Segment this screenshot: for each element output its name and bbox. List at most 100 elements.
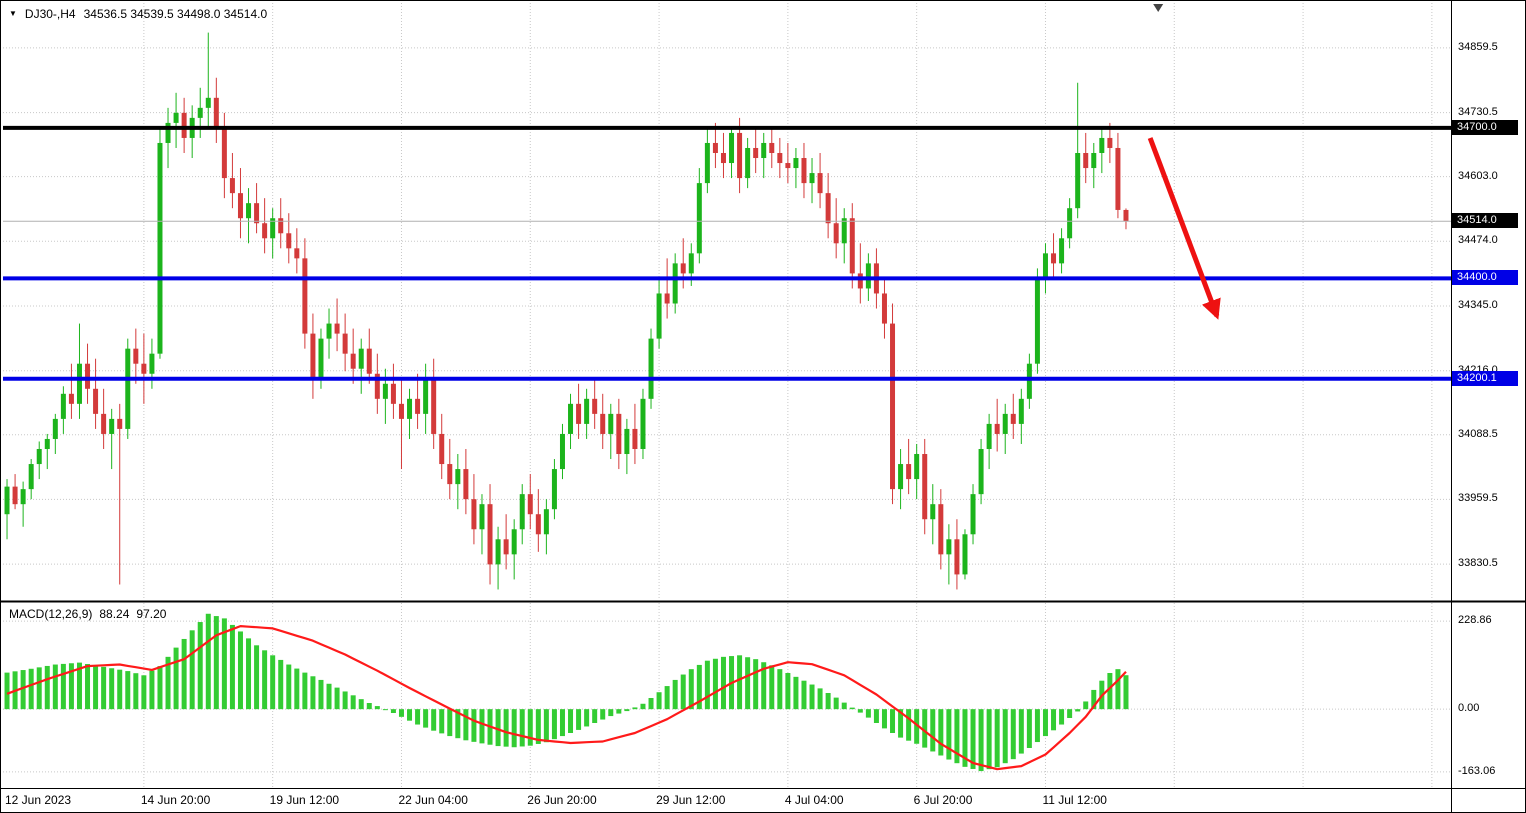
candle-body	[125, 348, 131, 429]
price-axis-label: 34730.5	[1458, 105, 1498, 118]
candle-body	[1123, 209, 1129, 222]
candle-body	[1115, 147, 1121, 210]
candle-body	[729, 132, 735, 164]
macd-histogram-bar	[1026, 709, 1032, 748]
macd-histogram-bar	[890, 709, 896, 733]
symbol-dropdown-icon[interactable]: ▼	[9, 9, 17, 18]
macd-histogram-bar	[914, 709, 920, 744]
price-axis-label: 33830.5	[1458, 557, 1498, 570]
candle-body	[390, 383, 396, 404]
candle-body	[511, 529, 517, 555]
candle-body	[165, 122, 171, 143]
macd-histogram-bar	[809, 684, 815, 710]
macd-histogram-bar	[85, 664, 91, 710]
candle-body	[76, 363, 82, 404]
macd-histogram-bar	[326, 683, 332, 710]
candle-body	[455, 469, 461, 485]
macd-histogram-bar	[68, 663, 74, 710]
macd-histogram-bar	[455, 709, 461, 739]
price-axis-label: 33959.5	[1458, 492, 1498, 505]
macd-histogram-bar	[447, 709, 453, 737]
macd-histogram-bar	[696, 664, 702, 710]
candle-body	[890, 323, 896, 490]
candle-body	[849, 218, 855, 274]
macd-histogram-bar	[704, 660, 710, 710]
candle-body	[358, 348, 364, 369]
candle-body	[584, 398, 590, 424]
macd-histogram-bar	[1034, 709, 1040, 743]
time-axis-label: 6 Jul 20:00	[913, 793, 973, 807]
macd-histogram-bar	[720, 656, 726, 710]
candle-body	[326, 323, 332, 339]
macd-histogram-bar	[511, 709, 517, 748]
macd-histogram-bar	[986, 709, 992, 770]
macd-histogram-bar	[358, 699, 364, 710]
macd-histogram-bar	[189, 630, 195, 710]
macd-histogram-bar	[584, 709, 590, 727]
candle-body	[149, 353, 155, 374]
macd-histogram-bar	[302, 672, 308, 710]
candle-body	[519, 494, 525, 530]
macd-histogram-bar	[559, 709, 565, 737]
candle-body	[616, 413, 622, 455]
candle-body	[865, 263, 871, 289]
macd-histogram-bar	[785, 673, 791, 710]
candle-body	[978, 448, 984, 495]
candle-body	[906, 464, 912, 480]
macd-histogram-bar	[825, 693, 831, 710]
candle-body	[825, 193, 831, 224]
time-axis-label: 12 Jun 2023	[5, 793, 72, 807]
candle-body	[946, 539, 952, 555]
macd-histogram-bar	[857, 709, 863, 713]
candle-body	[157, 142, 163, 354]
candle-body	[696, 183, 702, 254]
macd-histogram-bar	[994, 709, 1000, 768]
candle-body	[374, 373, 380, 399]
candle-body	[600, 413, 606, 434]
macd-histogram-bar	[350, 695, 356, 710]
candle-body	[769, 142, 775, 154]
time-axis-label: 22 Jun 04:00	[398, 793, 468, 807]
macd-histogram-bar	[1010, 709, 1016, 760]
macd-histogram-bar	[938, 709, 944, 756]
candle-body	[930, 504, 936, 520]
candle-body	[761, 142, 767, 159]
candle-body	[302, 258, 308, 334]
candle-body	[117, 418, 123, 429]
macd-histogram-bar	[157, 666, 163, 710]
macd-histogram-bar	[229, 624, 235, 710]
time-axis-label: 19 Jun 12:00	[269, 793, 340, 807]
candle-body	[568, 403, 574, 434]
macd-histogram-bar	[334, 687, 340, 710]
candle-body	[777, 153, 783, 164]
macd-histogram-bar	[801, 680, 807, 710]
right-shift-marker-icon[interactable]	[1153, 4, 1164, 12]
macd-histogram-bar	[93, 665, 99, 710]
chart-title: ▼ DJ30-,H4 34536.5 34539.5 34498.0 34514…	[9, 7, 267, 21]
macd-signal-line	[6, 624, 1127, 771]
candle-body	[197, 107, 203, 118]
macd-axis-label: 228.86	[1458, 614, 1492, 627]
candle-body	[753, 147, 759, 159]
candle-body	[1107, 137, 1113, 148]
macd-histogram-bar	[946, 709, 952, 760]
macd-signal-value: 97.20	[136, 607, 167, 621]
candle-body	[181, 112, 187, 138]
trend-arrow[interactable]	[1147, 137, 1221, 320]
macd-histogram-bar	[970, 709, 976, 769]
macd-histogram-bar	[688, 669, 694, 710]
candle-body	[479, 504, 485, 530]
candle-body	[809, 173, 815, 184]
macd-histogram-bar	[221, 618, 227, 710]
price-badge: 34200.1	[1452, 370, 1518, 386]
macd-histogram-bar	[117, 669, 123, 710]
macd-histogram-bar	[181, 638, 187, 710]
candle-body	[246, 203, 252, 219]
macd-histogram-bar	[439, 709, 445, 734]
macd-histogram-bar	[640, 703, 646, 710]
macd-histogram-bar	[294, 668, 300, 710]
candle-body	[1051, 253, 1057, 264]
candle-body	[1083, 153, 1089, 169]
candle-body	[680, 263, 686, 274]
